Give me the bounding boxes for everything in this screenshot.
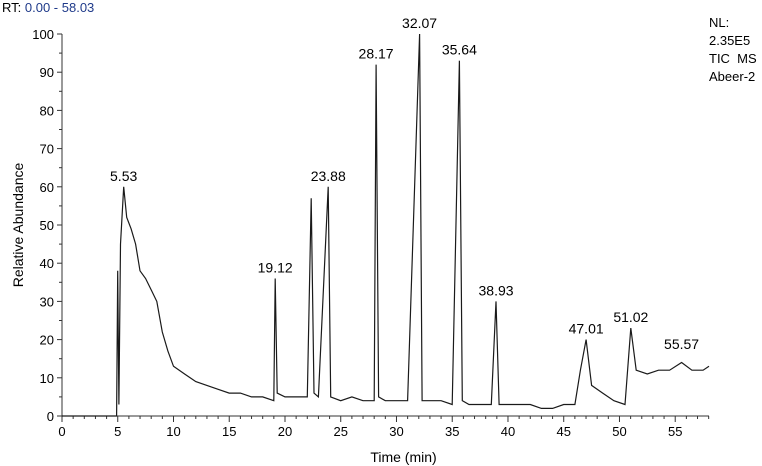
sample-name: Abeer-2	[709, 69, 756, 84]
peak-label: 47.01	[569, 321, 604, 337]
x-tick-label: 0	[58, 424, 65, 439]
x-tick-label: 40	[501, 424, 515, 439]
x-tick-label: 5	[114, 424, 121, 439]
y-tick-label: 20	[40, 333, 54, 348]
info-block: NL: 2.35E5 TIC MS Abeer-2	[709, 14, 757, 86]
x-axis-title: Time (min)	[370, 449, 436, 465]
axes: 0 10 20 30 40 50 60 70 80 90 100 0 5 10 15 20 25 30 35 40 45…	[10, 27, 710, 465]
scan-type: TIC MS	[709, 51, 757, 66]
y-tick-label: 90	[40, 65, 54, 80]
y-tick-label: 60	[40, 180, 54, 195]
rt-range-label: RT: 0.00 - 58.03	[2, 0, 94, 15]
plot-area	[62, 33, 710, 417]
rt-range-value: 0.00 - 58.03	[24, 0, 95, 15]
rt-label: RT:	[2, 0, 22, 15]
x-tick-label: 50	[612, 424, 626, 439]
y-tick-label: 100	[32, 27, 54, 42]
peak-label: 23.88	[311, 168, 346, 184]
peak-label: 55.57	[664, 336, 699, 352]
x-tick-label: 55	[668, 424, 682, 439]
y-tick-label: 70	[40, 142, 54, 157]
y-axis-title: Relative Abundance	[10, 163, 26, 288]
peak-label: 28.17	[359, 46, 394, 62]
x-tick-label: 35	[445, 424, 459, 439]
x-tick-label: 30	[389, 424, 403, 439]
y-tick-label: 30	[40, 294, 54, 309]
x-tick-label: 20	[278, 424, 292, 439]
x-tick-label: 10	[166, 424, 180, 439]
y-tick-label: 80	[40, 103, 54, 118]
y-tick-label: 0	[47, 409, 54, 424]
y-tick-label: 40	[40, 256, 54, 271]
nl-value: 2.35E5	[709, 33, 751, 48]
peak-label: 51.02	[613, 309, 648, 325]
peak-label: 32.07	[402, 15, 437, 31]
y-tick-label: 10	[40, 371, 54, 386]
nl-label: NL:	[709, 15, 730, 30]
peak-labels: 5.53 19.12 23.88 28.17 32.07 35.64 38.93 47.01 5…	[110, 15, 699, 352]
peak-label: 19.12	[258, 259, 293, 275]
peak-label: 5.53	[110, 168, 137, 184]
y-tick-label: 50	[40, 218, 54, 233]
peak-label: 35.64	[442, 42, 477, 58]
x-tick-label: 45	[556, 424, 570, 439]
x-tick-label: 25	[334, 424, 348, 439]
series-line	[62, 33, 710, 417]
peak-label: 38.93	[479, 282, 514, 298]
x-tick-label: 15	[222, 424, 236, 439]
